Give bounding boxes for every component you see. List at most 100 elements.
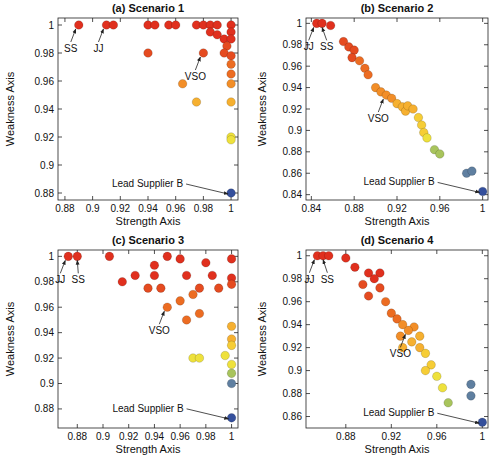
annotation-arrow xyxy=(186,184,228,194)
y-tick xyxy=(58,25,62,26)
point xyxy=(157,284,166,293)
y-tick-label: 0.92 xyxy=(35,353,55,364)
y-tick-right xyxy=(484,130,488,131)
x-tick xyxy=(439,196,440,200)
point xyxy=(227,80,236,89)
y-axis-label: Weakness Axis xyxy=(4,71,16,146)
y-tick-label: 0.9 xyxy=(288,365,302,376)
point xyxy=(407,338,416,347)
x-tick xyxy=(391,424,392,428)
y-tick-label: 0.88 xyxy=(283,388,303,399)
x-tick xyxy=(180,424,181,428)
point xyxy=(409,105,418,114)
point xyxy=(421,349,430,358)
y-tick-right xyxy=(234,358,238,359)
x-tick xyxy=(436,424,437,428)
y-tick-right xyxy=(234,307,238,308)
point xyxy=(467,380,476,389)
point xyxy=(227,280,236,289)
point xyxy=(176,255,185,264)
y-tick xyxy=(58,383,62,384)
point xyxy=(221,351,230,360)
title: (b) Scenario 2 xyxy=(361,2,434,14)
x-tick-label: 0.88 xyxy=(55,203,75,214)
y-tick xyxy=(58,332,62,333)
y-tick-label: 0.98 xyxy=(35,48,55,59)
x-axis-label: Strength Axis xyxy=(365,443,430,455)
y-tick-label: 0.96 xyxy=(35,302,55,313)
point xyxy=(192,98,201,107)
annotation-label: VSO xyxy=(185,71,206,82)
x-tick-label: 0.94 xyxy=(138,203,158,214)
point xyxy=(342,254,351,263)
panel: (b) Scenario 20.840.880.920.9610.840.860… xyxy=(256,2,488,227)
x-tick-top xyxy=(397,18,398,22)
point xyxy=(208,271,217,280)
y-tick-label: 0.98 xyxy=(35,276,55,287)
points xyxy=(64,252,236,422)
x-tick xyxy=(77,424,78,428)
x-tick-label: 0.96 xyxy=(166,203,186,214)
point xyxy=(195,309,204,318)
y-tick-label: 0.96 xyxy=(35,76,55,87)
y-tick-label: 0.9 xyxy=(40,160,54,171)
y-tick xyxy=(58,408,62,409)
y-tick-label: 0.84 xyxy=(283,189,303,200)
y-tick xyxy=(306,151,310,152)
y-tick-right xyxy=(484,255,488,256)
y-tick xyxy=(306,393,310,394)
x-tick-label: 0.92 xyxy=(119,431,139,442)
y-tick xyxy=(58,165,62,166)
x-tick-label: 0.88 xyxy=(336,431,356,442)
y-tick xyxy=(306,416,310,417)
y-tick-label: 0.92 xyxy=(283,342,303,353)
point xyxy=(109,21,118,30)
point xyxy=(433,372,442,381)
point xyxy=(227,414,236,423)
annotation-arrow xyxy=(77,260,78,273)
y-tick xyxy=(306,130,310,131)
annotation-label: Lead Supplier B xyxy=(112,403,183,414)
annotation-label: Lead Supplier B xyxy=(363,176,434,187)
x-tick-label: 1 xyxy=(228,203,234,214)
y-tick-right xyxy=(484,44,488,45)
y-tick-label: 1 xyxy=(48,20,54,31)
annotation-arrow xyxy=(187,409,229,419)
plot-frame xyxy=(306,250,488,428)
point xyxy=(436,150,445,159)
x-tick-label: 0.92 xyxy=(387,203,407,214)
point xyxy=(478,418,487,427)
point xyxy=(144,284,153,293)
point xyxy=(182,271,191,280)
y-tick-right xyxy=(234,408,238,409)
point xyxy=(151,21,160,30)
point xyxy=(318,19,327,28)
annotation-arrow xyxy=(60,260,65,273)
panel: (c) Scenario 30.880.90.920.940.960.9810.… xyxy=(4,234,238,455)
point xyxy=(118,277,127,286)
x-tick-label: 0.98 xyxy=(196,431,216,442)
point xyxy=(444,398,453,407)
panel: (d) Scenario 40.880.920.9610.860.880.90.… xyxy=(256,234,488,455)
y-axis-label: Weakness Axis xyxy=(4,301,16,376)
point xyxy=(213,21,222,30)
x-tick-top xyxy=(345,250,346,254)
annotation-arrow xyxy=(71,29,76,42)
y-tick-right xyxy=(484,23,488,24)
y-tick xyxy=(58,109,62,110)
point xyxy=(421,366,430,375)
x-tick-label: 0.94 xyxy=(145,431,165,442)
y-tick xyxy=(58,193,62,194)
point xyxy=(467,392,476,401)
annotation-arrow xyxy=(322,27,327,40)
x-tick xyxy=(148,196,149,200)
y-tick xyxy=(58,81,62,82)
x-tick-top xyxy=(482,250,483,254)
annotation-label: SS xyxy=(320,41,334,52)
point xyxy=(227,136,236,145)
x-tick-top xyxy=(311,18,312,22)
y-tick-right xyxy=(484,151,488,152)
x-tick-label: 0.96 xyxy=(170,431,190,442)
y-tick-label: 1 xyxy=(48,251,54,262)
x-tick-label: 0.84 xyxy=(302,203,322,214)
